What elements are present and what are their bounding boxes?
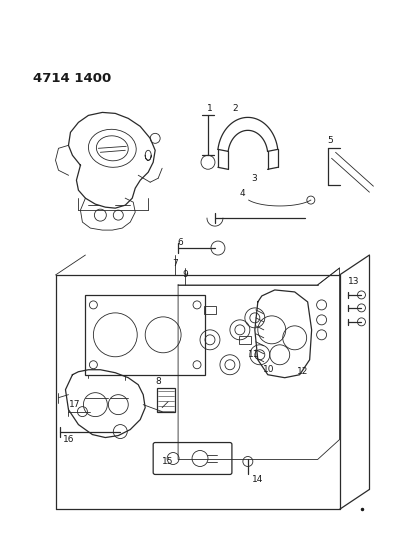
Text: 13: 13 [347, 278, 358, 286]
Text: 1: 1 [207, 104, 212, 113]
Text: 5: 5 [327, 136, 333, 145]
Text: 6: 6 [177, 238, 182, 247]
Text: 7: 7 [172, 259, 178, 268]
Bar [157, 387, 175, 411]
Text: 12: 12 [296, 367, 307, 376]
Bar [85, 295, 204, 375]
Text: 2: 2 [231, 104, 237, 113]
Text: 11: 11 [247, 350, 259, 359]
Text: 4: 4 [239, 189, 245, 198]
Text: 16: 16 [62, 435, 74, 444]
Text: 10: 10 [262, 365, 274, 374]
Text: 9: 9 [182, 270, 187, 279]
Text: 8: 8 [155, 377, 160, 386]
Text: 17: 17 [68, 400, 80, 409]
Bar [238, 336, 250, 344]
Text: 3: 3 [250, 174, 256, 183]
Text: 14: 14 [251, 475, 263, 484]
Text: 15: 15 [162, 457, 173, 466]
Bar [204, 306, 216, 314]
Text: 4714 1400: 4714 1400 [32, 72, 110, 85]
Circle shape [113, 425, 127, 439]
